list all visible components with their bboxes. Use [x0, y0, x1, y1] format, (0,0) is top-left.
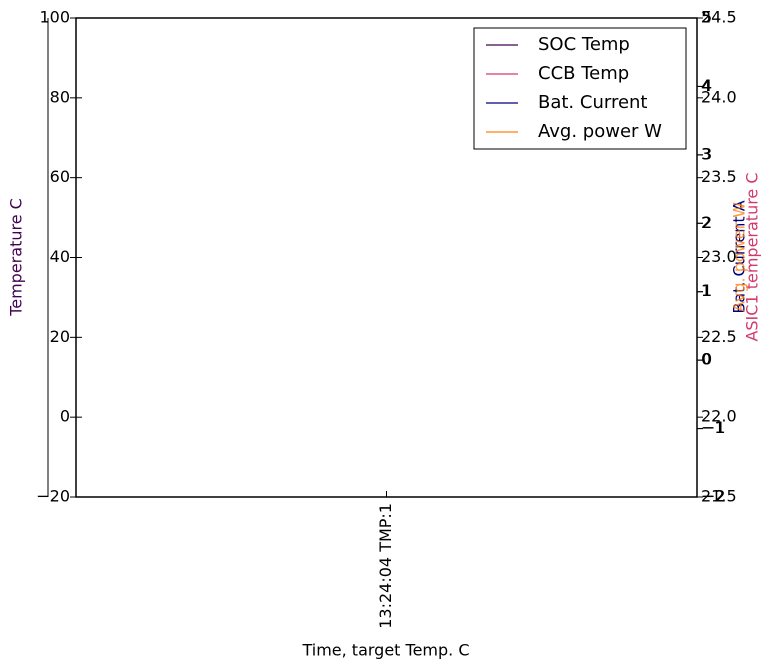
- y2-axis-label: ASIC1 temperature C: [743, 172, 762, 341]
- y3-tick-label: 3: [701, 144, 711, 163]
- y-tick-label: −20: [36, 487, 70, 506]
- y3-tick-label: −2: [701, 487, 725, 506]
- y-tick-label: 100: [39, 8, 70, 27]
- y4-tick-label: 2: [702, 213, 712, 232]
- y-axis-label: Temperature C: [7, 198, 26, 317]
- x-tick-label: 13:24:04 TMP:1: [376, 503, 395, 629]
- y3-tick-label: 4: [701, 76, 711, 95]
- y2-tick-label: 24.0: [701, 87, 737, 106]
- y4-axis-label: Avg. power W: [730, 202, 749, 312]
- y4-tick-label: 3: [702, 144, 712, 163]
- y3-tick-label: 1: [701, 281, 711, 300]
- y2-tick-label: 21.5: [701, 487, 737, 506]
- y2-tick-label: 22.0: [701, 407, 737, 426]
- y3-tick-label: 2: [701, 213, 711, 232]
- y2-tick-label: 23.0: [701, 247, 737, 266]
- y4-tick-label: 4: [702, 76, 712, 95]
- y3-tick-label: 5: [701, 8, 711, 27]
- legend-label: CCB Temp: [538, 63, 629, 84]
- legend-label: SOC Temp: [538, 34, 630, 55]
- y3-tick-label: −1: [701, 418, 725, 437]
- y2-tick-label: 22.5: [701, 327, 737, 346]
- y4-tick-label: 5: [702, 8, 712, 27]
- y-tick-label: 40: [50, 247, 70, 266]
- x-axis-label: Time, target Temp. C: [301, 641, 469, 660]
- legend-label: Bat. Current: [538, 92, 648, 113]
- y4-tick-label: 1: [702, 281, 712, 300]
- legend-label: Avg. power W: [538, 121, 662, 142]
- y2-tick-label: 24.5: [701, 8, 737, 27]
- y-tick-label: 0: [60, 407, 70, 426]
- y3-axis-label: Bat. Current A: [730, 200, 749, 313]
- y4-tick-label: −1: [702, 418, 726, 437]
- y-tick-label: 60: [50, 167, 70, 186]
- y3-tick-label: 0: [701, 350, 711, 369]
- legend: [473, 27, 687, 150]
- y-tick-label: 20: [50, 327, 70, 346]
- y-tick-label: 80: [50, 87, 70, 106]
- y4-tick-label: 0: [702, 350, 712, 369]
- y4-tick-label: −2: [702, 487, 726, 506]
- y2-tick-label: 23.5: [701, 167, 737, 186]
